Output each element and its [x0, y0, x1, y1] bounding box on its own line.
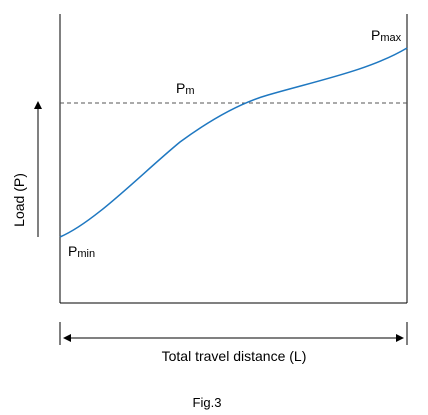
- p-max-label: Pmax: [371, 27, 402, 44]
- caption: Fig.3: [193, 395, 222, 410]
- y-axis-label: Load (P): [11, 173, 27, 227]
- load-curve: [59, 47, 408, 238]
- label-sub: max: [380, 32, 401, 44]
- label-main: P: [68, 243, 77, 259]
- label-sub: m: [185, 85, 194, 97]
- x-axis-label: Total travel distance (L): [162, 348, 307, 364]
- label-sub: min: [77, 248, 95, 260]
- p-min-label: Pmin: [68, 243, 95, 260]
- label-main: P: [371, 27, 380, 43]
- label-main: P: [176, 80, 185, 96]
- p-m-label: Pm: [176, 80, 195, 97]
